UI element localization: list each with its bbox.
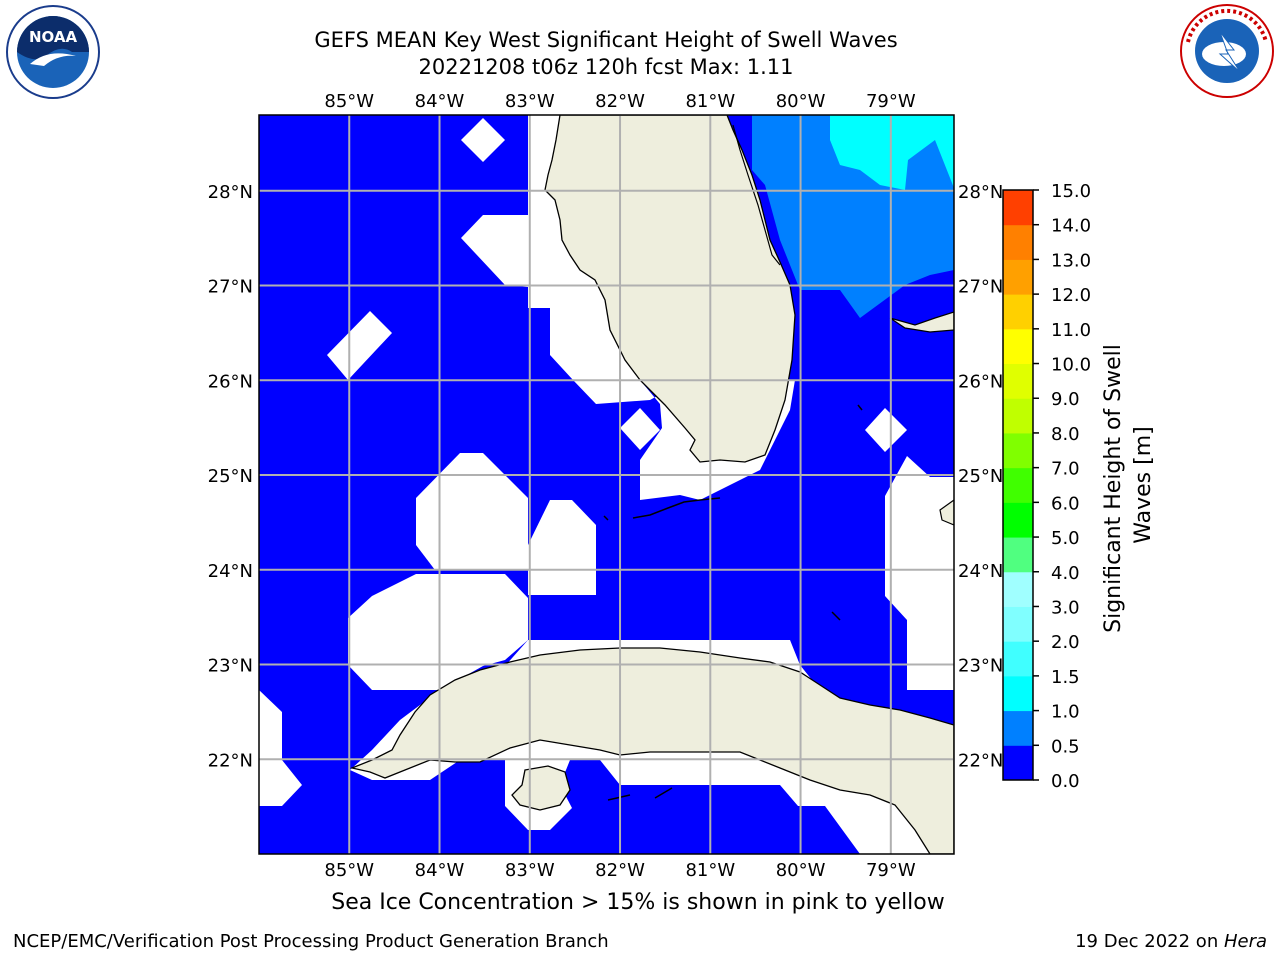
colorbar-tick-label: 7.0	[1051, 459, 1080, 480]
lon-label-top: 85°W	[324, 91, 374, 112]
colorbar-tick-label: 1.0	[1051, 702, 1080, 723]
sea-ice-note: Sea Ice Concentration > 15% is shown in …	[331, 890, 945, 915]
colorbar-tick-label: 1.5	[1051, 667, 1080, 688]
map-area	[259, 115, 954, 854]
lon-label-bottom: 79°W	[866, 860, 916, 881]
lon-label-top: 79°W	[866, 91, 916, 112]
colorbar-label: Significant Height of Swell Waves [m]	[1101, 337, 1156, 633]
lon-label-bottom: 85°W	[324, 860, 374, 881]
colorbar-segment	[1003, 502, 1033, 538]
colorbar-tick-label: 13.0	[1051, 250, 1091, 271]
lon-label-top: 80°W	[776, 91, 826, 112]
noaa-logo: NOAA	[6, 5, 100, 99]
colorbar-tick-label: 3.0	[1051, 597, 1080, 618]
lon-label-top: 83°W	[505, 91, 555, 112]
colorbar-tick-label: 2.0	[1051, 632, 1080, 653]
footer-host: Hera	[1223, 931, 1267, 952]
lat-label-right: 28°N	[958, 182, 1003, 203]
land-andros	[939, 499, 954, 526]
swell-region-1.0-1.5	[830, 115, 954, 190]
nws-logo	[1180, 4, 1274, 98]
colorbar-tick-label: 0.0	[1051, 771, 1080, 792]
colorbar-tick-label: 0.5	[1051, 736, 1080, 757]
colorbar-tick-label: 6.0	[1051, 493, 1080, 514]
colorbar-segment	[1003, 571, 1033, 607]
footer-credit: NCEP/EMC/Verification Post Processing Pr…	[13, 931, 609, 952]
colorbar-tick-label: 12.0	[1051, 285, 1091, 306]
lon-label-bottom: 83°W	[505, 860, 555, 881]
lon-label-top: 84°W	[415, 91, 465, 112]
lat-label-left: 24°N	[208, 561, 253, 582]
lat-label-left: 22°N	[208, 750, 253, 771]
colorbar-label-line1: Significant Height of Swell	[1101, 344, 1126, 633]
lat-label-left: 26°N	[208, 371, 253, 392]
land-bahamas-north	[889, 311, 954, 333]
lat-label-right: 23°N	[958, 656, 1003, 677]
lat-label-right: 24°N	[958, 561, 1003, 582]
lat-label-right: 25°N	[958, 466, 1003, 487]
lon-label-top: 81°W	[685, 91, 735, 112]
map-frame	[258, 114, 955, 855]
colorbar-tick-label: 5.0	[1051, 528, 1080, 549]
colorbar-segment	[1003, 190, 1033, 226]
footer-date: 19 Dec 2022 on Hera	[1075, 931, 1267, 952]
colorbar-segment	[1003, 675, 1033, 712]
lat-label-right: 22°N	[958, 750, 1003, 771]
colorbar-label-line2: Waves [m]	[1131, 426, 1156, 543]
lat-label-left: 23°N	[208, 656, 253, 677]
colorbar-tick-label: 10.0	[1051, 355, 1091, 376]
colorbar-tick-label: 14.0	[1051, 216, 1091, 237]
colorbar-segment	[1003, 606, 1033, 642]
map-subtitle: 20221208 t06z 120h fcst Max: 1.11	[418, 55, 794, 79]
land-isla-de-la-juventud	[511, 765, 571, 811]
colorbar-segment	[1003, 363, 1033, 399]
colorbar-segment	[1003, 710, 1033, 746]
colorbar-segment	[1003, 398, 1033, 434]
colorbar-tick-label: 15.0	[1051, 181, 1091, 202]
lat-label-left: 25°N	[208, 466, 253, 487]
florida-barrier-island	[732, 124, 781, 266]
graticule	[259, 115, 954, 854]
lon-label-bottom: 81°W	[685, 860, 735, 881]
lat-label-right: 27°N	[958, 277, 1003, 298]
lat-label-left: 27°N	[208, 277, 253, 298]
axis-labels: 85°W 85°W 84°W 84°W 83°W 83°W 82°W 82°W 81°W 81°W…	[208, 91, 1004, 881]
colorbar-segment	[1003, 328, 1033, 365]
colorbar-frame	[1002, 189, 1034, 781]
noaa-logo-text: NOAA	[29, 28, 78, 46]
lat-label-left: 28°N	[208, 182, 253, 203]
map-title: GEFS MEAN Key West Significant Height of…	[314, 28, 898, 52]
colorbar-segment	[1003, 537, 1033, 573]
lon-label-bottom: 80°W	[776, 860, 826, 881]
colorbar-segment	[1003, 224, 1033, 260]
colorbar-segment	[1003, 432, 1033, 469]
land-florida	[544, 115, 796, 463]
lon-label-bottom: 82°W	[595, 860, 645, 881]
colorbar-tick-label: 11.0	[1051, 320, 1091, 341]
lon-label-top: 82°W	[595, 91, 645, 112]
colorbar-segment	[1003, 745, 1033, 781]
footer-date-text: 19 Dec 2022 on	[1075, 931, 1224, 952]
lat-label-right: 26°N	[958, 371, 1003, 392]
lon-label-bottom: 84°W	[415, 860, 465, 881]
colorbar-tick-label: 4.0	[1051, 563, 1080, 584]
colorbar-tick-label: 9.0	[1051, 389, 1080, 410]
colorbar-segment	[1003, 467, 1033, 503]
colorbar-tick-label: 8.0	[1051, 424, 1080, 445]
colorbar-segment	[1003, 641, 1033, 677]
colorbar-segment	[1003, 294, 1033, 330]
keys-and-cays	[603, 404, 863, 801]
colorbar: 0.0 0.5 1.0 1.5 2.0 3.0 4.0 5.0 6.0 7.0 8.0 9.0 10.0…	[1002, 181, 1091, 792]
colorbar-segment	[1003, 259, 1033, 295]
